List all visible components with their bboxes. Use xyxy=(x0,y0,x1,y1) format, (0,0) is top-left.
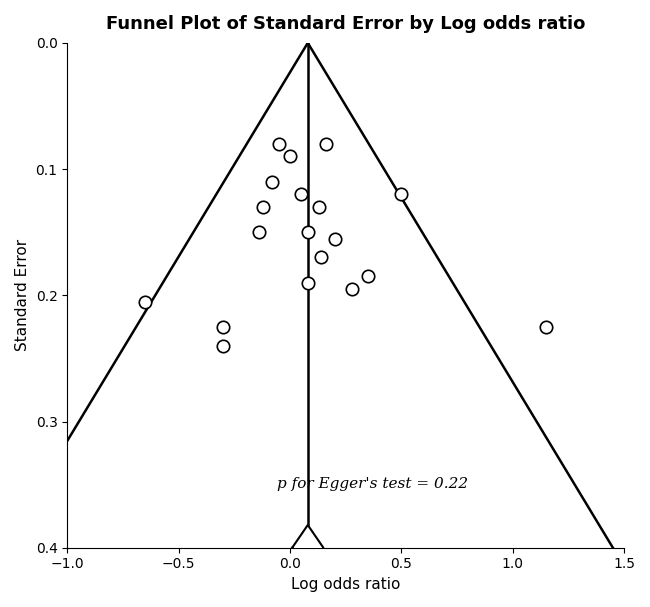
Point xyxy=(285,152,295,161)
Point xyxy=(274,139,284,149)
Y-axis label: Standard Error: Standard Error xyxy=(15,239,30,351)
Point xyxy=(267,177,278,186)
Polygon shape xyxy=(292,525,323,571)
Point xyxy=(347,284,358,294)
Point xyxy=(314,202,324,212)
Point xyxy=(303,228,313,237)
Point xyxy=(254,228,264,237)
X-axis label: Log odds ratio: Log odds ratio xyxy=(291,577,400,592)
Point xyxy=(320,139,331,149)
Point xyxy=(296,189,306,199)
Point xyxy=(303,278,313,288)
Point xyxy=(218,322,228,331)
Point xyxy=(316,253,326,262)
Point xyxy=(330,234,340,243)
Point xyxy=(396,189,406,199)
Text: p for Egger's test = 0.22: p for Egger's test = 0.22 xyxy=(277,477,468,491)
Point xyxy=(258,202,268,212)
Point xyxy=(218,341,228,351)
Point xyxy=(541,322,551,331)
Title: Funnel Plot of Standard Error by Log odds ratio: Funnel Plot of Standard Error by Log odd… xyxy=(106,15,586,33)
Point xyxy=(140,297,150,307)
Point xyxy=(363,271,373,281)
